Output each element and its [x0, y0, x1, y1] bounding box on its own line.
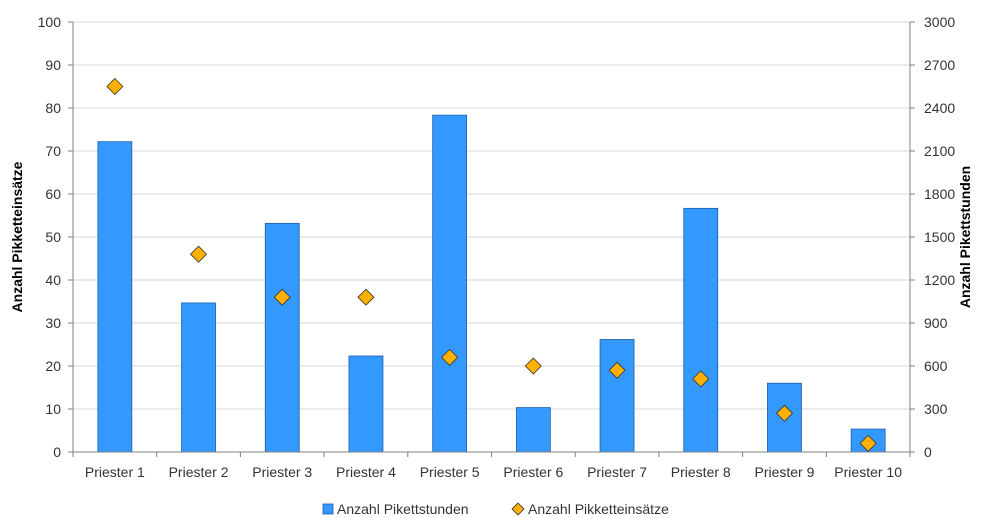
y-tick-label-right: 0	[924, 444, 932, 460]
bar	[599, 339, 635, 453]
diamond-marker	[775, 404, 794, 422]
y-tick-label-right: 1800	[924, 186, 955, 202]
bar	[683, 207, 719, 453]
x-tick-label: Priester 9	[754, 464, 814, 480]
x-tick-label: Priester 1	[85, 464, 145, 480]
y-tick-label-right: 2100	[924, 143, 955, 159]
y-tick-label-left: 0	[53, 444, 61, 460]
bar	[432, 114, 468, 453]
diamond-marker	[692, 370, 710, 388]
bar	[515, 407, 551, 453]
diamond-marker	[189, 245, 208, 263]
y-axis-title-left: Anzahl Pikketteinsätze	[9, 161, 25, 312]
legend: Anzahl Pikettstunden Anzahl Pikketteinsä…	[322, 501, 669, 517]
y-tick-label-right: 900	[924, 315, 948, 331]
y-tick-label-right: 2400	[924, 100, 955, 116]
diamond-marker	[106, 77, 124, 96]
y-tick-label-left: 30	[45, 315, 61, 331]
y-tick-label-left: 40	[45, 272, 61, 288]
bar	[97, 141, 133, 453]
diamond-marker	[608, 361, 626, 379]
y-tick-label-right: 1200	[924, 272, 955, 288]
y-tick-label-right: 3000	[924, 14, 955, 30]
y-tick-label-right: 600	[924, 358, 948, 374]
diamond-marker	[273, 288, 291, 306]
x-tick-label: Priester 2	[169, 464, 229, 480]
x-tick-label: Priester 6	[503, 464, 563, 480]
legend-bar-swatch	[322, 503, 334, 515]
bar-series	[97, 114, 886, 453]
bar	[264, 222, 300, 453]
x-tick-label: Priester 7	[587, 464, 647, 480]
marker-series	[106, 77, 877, 452]
x-tick-label: Priester 5	[420, 464, 480, 480]
y-tick-label-left: 80	[45, 100, 61, 116]
x-tick-label: Priester 4	[336, 464, 396, 480]
y-tick-label-right: 1500	[924, 229, 955, 245]
y-tick-label-left: 10	[45, 401, 61, 417]
diamond-marker	[357, 288, 375, 306]
x-tick-label: Priester 10	[834, 464, 902, 480]
diamond-marker	[524, 357, 542, 375]
legend-bar-label: Anzahl Pikettstunden	[337, 501, 469, 517]
legend-diamond-label: Anzahl Pikketteinsätze	[528, 501, 669, 517]
y-tick-label-left: 100	[38, 14, 62, 30]
tick-labels: 0 10 20 30 40 50 60 70 80 90 100 0 300 600 900 1200 1500…	[38, 14, 956, 480]
x-tick-label: Priester 8	[671, 464, 731, 480]
x-tick-label: Priester 3	[252, 464, 312, 480]
bar	[181, 302, 216, 453]
y-tick-label-left: 70	[45, 143, 61, 159]
y-tick-label-left: 60	[45, 186, 61, 202]
y-tick-label-left: 90	[45, 57, 61, 73]
y-tick-label-left: 20	[45, 358, 61, 374]
diamond-marker	[441, 348, 459, 366]
diamond-marker	[859, 434, 877, 452]
y-tick-label-right: 2700	[924, 57, 955, 73]
y-tick-label-left: 50	[45, 229, 61, 245]
bar	[348, 355, 384, 453]
y-tick-label-right: 300	[924, 401, 948, 417]
y-axis-title-right: Anzahl Pikettstunden	[957, 166, 973, 308]
legend-diamond-swatch	[511, 502, 525, 516]
